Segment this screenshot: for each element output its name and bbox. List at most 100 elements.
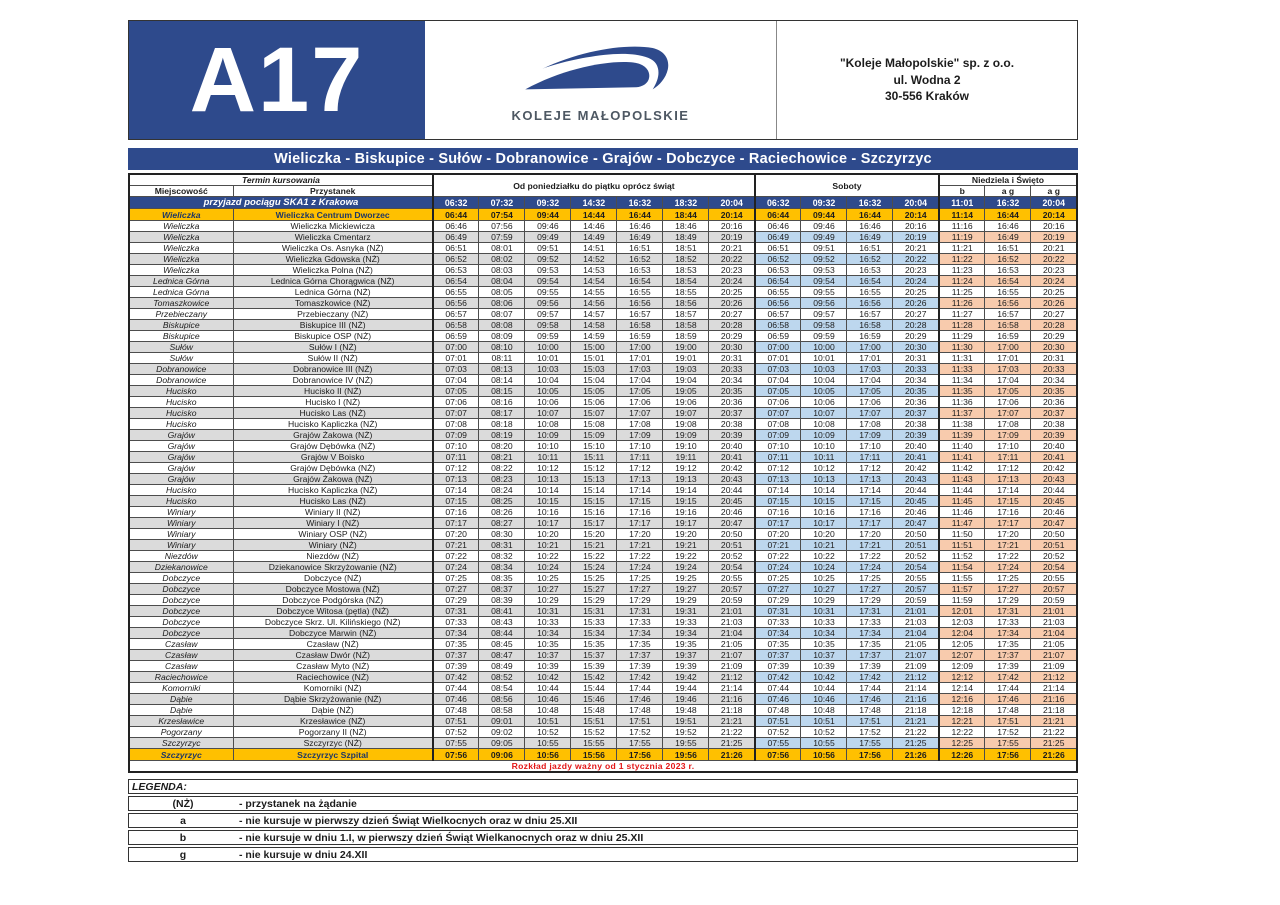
time-cell: 16:49 [846, 231, 894, 243]
time-cell: 10:03 [800, 363, 848, 375]
ska1-time-cell: 18:32 [662, 196, 710, 209]
stop-cell: Komorniki (NŻ) [232, 682, 434, 694]
time-cell: 17:56 [846, 748, 894, 761]
time-cell: 17:51 [984, 715, 1032, 727]
time-cell: 20:36 [1030, 396, 1078, 408]
time-cell: 20:46 [892, 506, 940, 518]
time-cell: 20:59 [892, 594, 940, 606]
time-cell: 17:12 [846, 462, 894, 474]
time-cell: 20:51 [708, 539, 756, 551]
time-cell: 17:25 [616, 572, 664, 584]
time-cell: 17:11 [616, 451, 664, 463]
stop-row: Tomaszkowice Tomaszkowice (NŻ) 06:56 08:06 0… [128, 297, 1078, 309]
time-cell: 11:28 [937, 319, 986, 331]
time-cell: 07:24 [753, 561, 802, 573]
time-cell: 16:46 [984, 220, 1032, 232]
time-cell: 17:48 [616, 704, 664, 716]
time-cell: 17:24 [984, 561, 1032, 573]
time-cell: 10:25 [800, 572, 848, 584]
time-cell: 17:14 [846, 484, 894, 496]
time-cell: 17:33 [616, 616, 664, 628]
time-cell: 07:09 [431, 429, 480, 441]
time-cell: 14:44 [570, 208, 618, 221]
stop-cell: Hucisko I (NŻ) [232, 396, 434, 408]
time-cell: 21:03 [1030, 616, 1078, 628]
time-cell: 17:00 [616, 341, 664, 353]
koleje-malopolskie-logo-icon [521, 37, 681, 104]
time-cell: 15:13 [570, 473, 618, 485]
time-cell: 20:36 [892, 396, 940, 408]
time-cell: 17:37 [846, 649, 894, 661]
time-cell: 08:41 [478, 605, 526, 617]
time-cell: 19:20 [662, 528, 710, 540]
time-cell: 10:44 [800, 682, 848, 694]
time-cell: 16:54 [846, 275, 894, 287]
time-cell: 17:52 [616, 726, 664, 738]
time-cell: 17:03 [616, 363, 664, 375]
ska1-time-cell: 20:04 [1030, 196, 1078, 209]
city-cell: Sułów [128, 341, 234, 353]
time-cell: 07:46 [431, 693, 480, 705]
time-cell: 10:17 [524, 517, 572, 529]
time-cell: 15:01 [570, 352, 618, 364]
time-cell: 16:57 [984, 308, 1032, 320]
time-cell: 08:21 [478, 451, 526, 463]
time-cell: 18:56 [662, 297, 710, 309]
city-cell: Hucisko [128, 396, 234, 408]
time-cell: 12:05 [937, 638, 986, 650]
time-cell: 10:05 [800, 385, 848, 397]
time-cell: 16:44 [846, 208, 894, 221]
time-cell: 12:16 [937, 693, 986, 705]
time-cell: 09:57 [524, 308, 572, 320]
time-cell: 16:59 [984, 330, 1032, 342]
time-cell: 07:48 [753, 704, 802, 716]
time-cell: 06:56 [753, 297, 802, 309]
time-cell: 21:01 [708, 605, 756, 617]
time-cell: 09:46 [800, 220, 848, 232]
time-cell: 20:14 [892, 208, 940, 221]
time-cell: 15:46 [570, 693, 618, 705]
time-cell: 11:54 [937, 561, 986, 573]
time-cell: 20:23 [892, 264, 940, 276]
time-cell: 10:17 [800, 517, 848, 529]
time-cell: 10:42 [524, 671, 572, 683]
route-number: A17 [189, 29, 365, 131]
time-cell: 19:15 [662, 495, 710, 507]
time-cell: 10:51 [524, 715, 572, 727]
time-cell: 11:24 [937, 275, 986, 287]
time-cell: 19:25 [662, 572, 710, 584]
city-cell: Szczyrzyc [128, 748, 234, 761]
city-cell: Pogorzany [128, 726, 234, 738]
time-cell: 20:40 [708, 440, 756, 452]
time-cell: 11:51 [937, 539, 986, 551]
time-cell: 07:24 [431, 561, 480, 573]
time-cell: 11:46 [937, 506, 986, 518]
time-cell: 07:35 [431, 638, 480, 650]
stop-row: Winiary Winiary (NŻ) 07:21 08:31 10:21 15:21 1… [128, 539, 1078, 551]
time-cell: 21:05 [892, 638, 940, 650]
time-cell: 15:44 [570, 682, 618, 694]
time-cell: 15:15 [570, 495, 618, 507]
time-cell: 17:06 [616, 396, 664, 408]
time-cell: 16:46 [846, 220, 894, 232]
time-cell: 09:56 [524, 297, 572, 309]
time-cell: 08:23 [478, 473, 526, 485]
city-cell: Biskupice [128, 330, 234, 342]
time-cell: 16:53 [616, 264, 664, 276]
time-cell: 06:56 [431, 297, 480, 309]
time-cell: 21:22 [708, 726, 756, 738]
city-cell: Wieliczka [128, 242, 234, 254]
stop-cell: Sułów I (NŻ) [232, 341, 434, 353]
time-cell: 18:51 [662, 242, 710, 254]
time-cell: 09:46 [524, 220, 572, 232]
time-cell: 07:25 [431, 572, 480, 584]
time-cell: 12:25 [937, 737, 986, 749]
time-cell: 10:55 [800, 737, 848, 749]
time-cell: 20:19 [708, 231, 756, 243]
time-cell: 07:35 [753, 638, 802, 650]
stop-row: Lednica Górna Lednica Górna (NŻ) 06:55 08:0… [128, 286, 1078, 298]
time-cell: 18:57 [662, 308, 710, 320]
legend-description: - nie kursuje w dniu 1.I, w pierwszy dzi… [239, 831, 644, 844]
time-cell: 06:44 [753, 208, 802, 221]
time-cell: 20:37 [708, 407, 756, 419]
